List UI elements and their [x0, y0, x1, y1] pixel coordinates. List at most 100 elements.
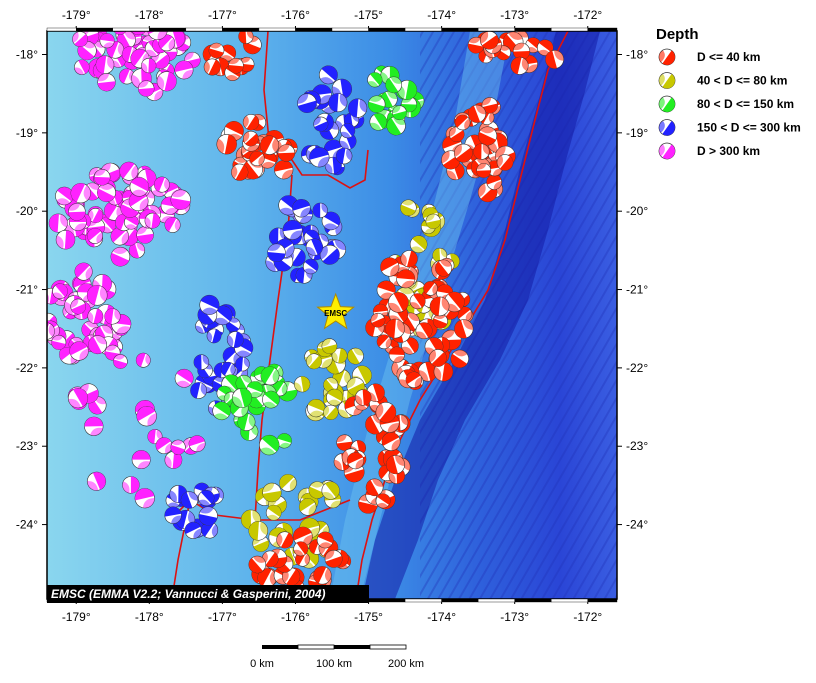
lat-label-left: -23°: [16, 439, 38, 453]
focal-mechanism-icon: [309, 147, 330, 168]
focal-mechanism-icon: [321, 211, 341, 231]
focal-mechanism-icon: [47, 322, 55, 340]
focal-mechanism-icon: [246, 381, 264, 398]
frame-band-bottom: [587, 598, 618, 603]
credit-background: [47, 585, 369, 603]
focal-mechanism-icon: [354, 389, 372, 406]
focal-mechanism-icon: [170, 189, 191, 210]
star-icon: [316, 292, 356, 330]
focal-mechanism-icon: [153, 176, 170, 193]
focal-mechanism-icon: [347, 347, 364, 365]
focal-mechanism-icon: [276, 433, 292, 449]
focal-mechanism-icon: [401, 337, 419, 355]
focal-mechanism-icon: [397, 79, 418, 100]
focal-mechanism-icon: [174, 60, 194, 80]
focal-mechanism-icon: [292, 198, 311, 218]
lat-label-left: -18°: [16, 48, 38, 62]
focal-mechanism-icon: [435, 259, 453, 277]
frame-band-top: [331, 27, 369, 32]
focal-mechanism-icon: [67, 388, 89, 409]
focal-mechanism-icon: [216, 133, 237, 155]
lon-label-bottom: -178°: [135, 610, 164, 624]
focal-mechanism-icon: [51, 334, 67, 350]
legend-mechanism-icon: [658, 48, 676, 66]
focal-mechanism-icon: [94, 169, 111, 186]
focal-mechanism-icon: [86, 471, 107, 491]
focal-mechanism-icon: [365, 478, 384, 497]
focal-mechanism-icon: [129, 177, 149, 197]
lon-label-top: -175°: [354, 8, 383, 22]
focal-mechanism-icon: [476, 163, 492, 178]
focal-mechanism-icon: [259, 135, 280, 155]
focal-mechanism-icon: [198, 489, 215, 507]
focal-mechanism-icon: [69, 341, 89, 361]
focal-mechanism-icon: [226, 331, 244, 349]
focal-mechanism-icon: [328, 93, 348, 113]
lat-label-right: -20°: [626, 204, 648, 218]
focal-mechanism-icon: [415, 322, 433, 340]
focal-mechanism-icon: [305, 238, 323, 256]
focal-mechanism-icon: [237, 412, 256, 432]
frame-band-top: [76, 27, 113, 32]
lon-label-top: -173°: [500, 8, 529, 22]
lat-label-left: -24°: [16, 518, 38, 532]
focal-mechanism-icon: [433, 361, 454, 382]
credit-box: EMSC (EMMA V2.2; Vannucci & Gasperini, 2…: [47, 585, 369, 603]
focal-mechanism-icon: [425, 213, 441, 229]
focal-mechanism-icon: [376, 334, 392, 350]
focal-mechanism-icon: [381, 432, 401, 451]
lon-label-top: -178°: [135, 8, 164, 22]
focal-mechanism-icon: [405, 371, 423, 388]
focal-mechanism-icon: [242, 114, 260, 131]
focal-mechanism-icon: [213, 305, 233, 326]
focal-mechanism-icon: [326, 388, 344, 406]
frame-band-top: [295, 27, 333, 32]
frame-band-bottom: [404, 598, 442, 603]
focal-mechanism-icon: [68, 203, 86, 221]
legend-title: Depth: [656, 26, 699, 43]
frame-band-top: [441, 27, 479, 32]
focal-mechanism-icon: [131, 450, 151, 470]
focal-mechanism-icon: [282, 219, 303, 240]
focal-mechanism-icon: [134, 488, 155, 509]
focal-mechanism-icon: [400, 250, 418, 268]
axis-labels: -179° -179° -178° -178° -177° -177° -176° -176°…: [16, 8, 649, 624]
focal-mechanism-icon: [293, 376, 311, 393]
lon-label-bottom: -174°: [427, 610, 456, 624]
focal-mechanism-icon: [188, 435, 206, 453]
focal-mechanism-icon: [312, 202, 328, 219]
focal-mechanism-icon: [164, 451, 183, 469]
legend-item: 40 < D <= 80 km: [658, 72, 787, 89]
frame-band-top: [258, 27, 296, 32]
focal-mechanism-icon: [249, 150, 265, 167]
focal-mechanism-icon: [52, 283, 68, 299]
focal-mechanism-icon: [423, 281, 438, 296]
focal-mechanism-icon: [302, 258, 319, 275]
legend-mechanism-icon: [658, 95, 676, 113]
lat-label-right: -21°: [626, 283, 648, 297]
lon-label-top: -174°: [427, 8, 456, 22]
frame-band-top: [477, 27, 515, 32]
focal-mechanism-icon: [307, 399, 326, 418]
scale-segment-3: [334, 645, 370, 649]
lon-label-bottom: -172°: [573, 610, 602, 624]
focal-mechanism-icon: [298, 498, 317, 516]
lat-label-right: -19°: [626, 126, 648, 140]
focal-mechanism-icon: [55, 186, 74, 206]
legend-label: 80 < D <= 150 km: [697, 97, 794, 111]
focal-mechanism-icon: [184, 521, 202, 539]
focal-mechanism-icon: [385, 318, 405, 339]
focal-mechanism-icon: [375, 493, 391, 509]
focal-mechanism-icon: [331, 347, 348, 364]
focal-mechanism-icon: [428, 349, 447, 367]
depth-legend: Depth D <= 40 km 40 < D <= 80 km 80 < D <=…: [656, 26, 801, 160]
focal-mechanism-icon: [450, 349, 469, 368]
focal-mechanism-icon: [321, 338, 338, 354]
focal-mechanism-icon: [429, 296, 450, 317]
legend-item: 80 < D <= 150 km: [658, 95, 794, 113]
focal-mechanism-icon: [293, 541, 309, 557]
lat-label-left: -22°: [16, 361, 38, 375]
legend-mechanism-icon: [658, 119, 676, 136]
focal-mechanism-icon: [369, 113, 388, 131]
focal-mechanism-icon: [260, 366, 280, 386]
